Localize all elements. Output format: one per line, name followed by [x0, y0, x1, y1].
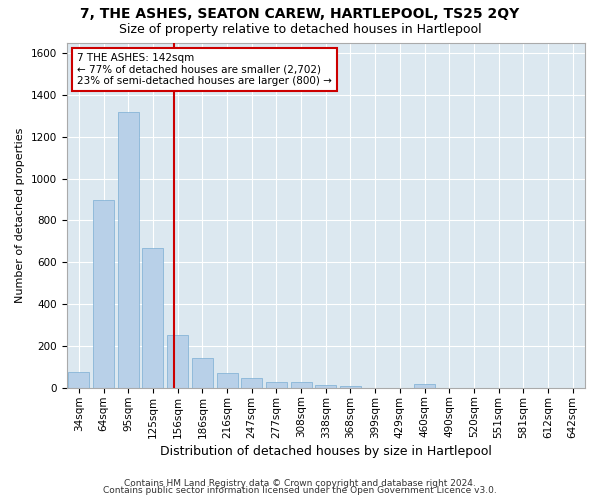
Text: Contains HM Land Registry data © Crown copyright and database right 2024.: Contains HM Land Registry data © Crown c…	[124, 478, 476, 488]
Bar	[290, 382, 311, 388]
Bar	[241, 378, 262, 388]
Bar	[315, 384, 336, 388]
Bar	[118, 112, 139, 388]
Bar	[340, 386, 361, 388]
Bar	[167, 336, 188, 388]
Bar	[192, 358, 213, 388]
Text: Size of property relative to detached houses in Hartlepool: Size of property relative to detached ho…	[119, 22, 481, 36]
Bar	[414, 384, 435, 388]
Bar	[68, 372, 89, 388]
Text: 7, THE ASHES, SEATON CAREW, HARTLEPOOL, TS25 2QY: 7, THE ASHES, SEATON CAREW, HARTLEPOOL, …	[80, 8, 520, 22]
Y-axis label: Number of detached properties: Number of detached properties	[15, 128, 25, 303]
Text: Contains public sector information licensed under the Open Government Licence v3: Contains public sector information licen…	[103, 486, 497, 495]
Bar	[93, 200, 114, 388]
X-axis label: Distribution of detached houses by size in Hartlepool: Distribution of detached houses by size …	[160, 444, 492, 458]
Bar	[142, 248, 163, 388]
Bar	[266, 382, 287, 388]
Bar	[217, 373, 238, 388]
Text: 7 THE ASHES: 142sqm
← 77% of detached houses are smaller (2,702)
23% of semi-det: 7 THE ASHES: 142sqm ← 77% of detached ho…	[77, 53, 332, 86]
